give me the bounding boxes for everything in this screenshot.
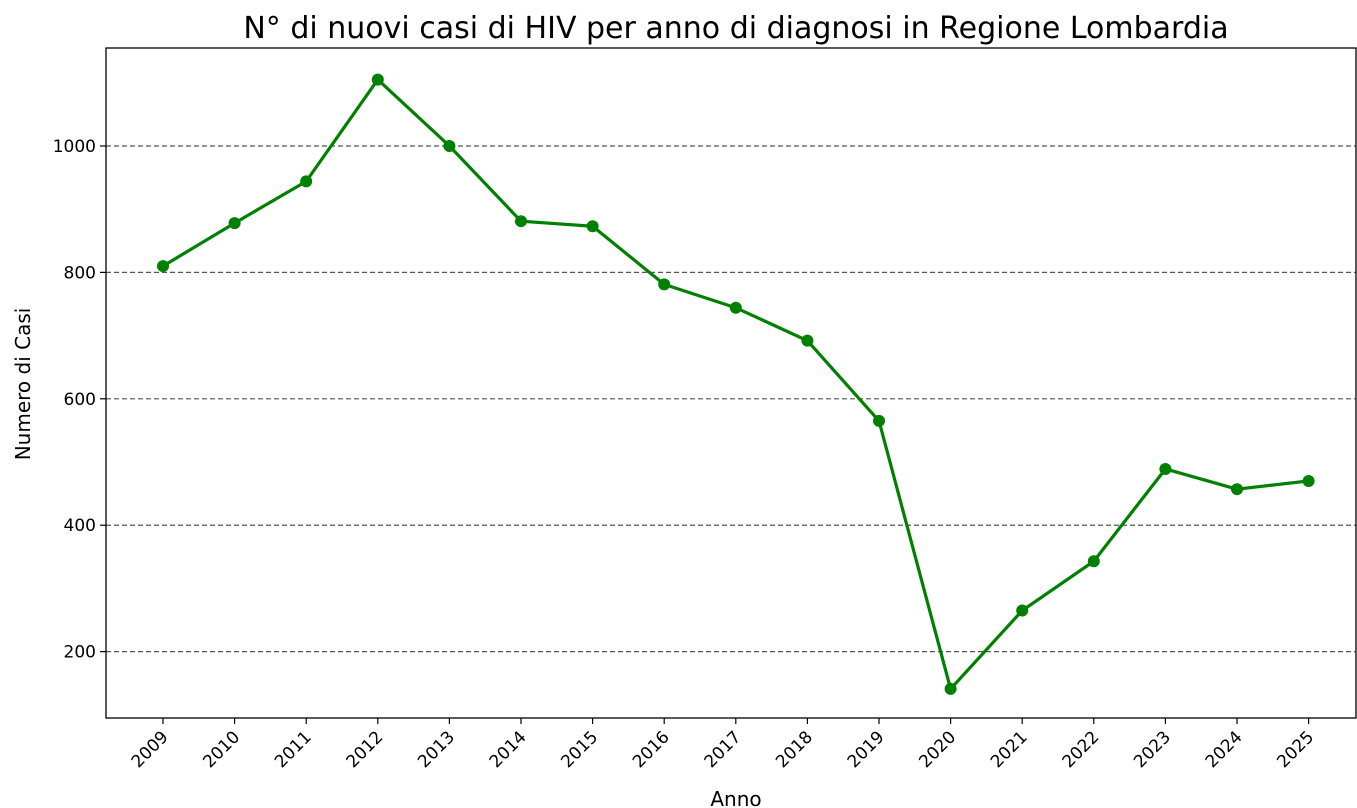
data-point: [1087, 555, 1100, 568]
data-point: [228, 217, 241, 230]
data-point: [300, 175, 313, 188]
x-axis-label: Anno: [710, 787, 761, 808]
y-tick-label: 800: [64, 263, 96, 283]
data-point: [801, 334, 814, 347]
x-tick-label: 2019: [844, 727, 889, 772]
data-point: [944, 682, 957, 695]
y-tick-label: 400: [64, 516, 96, 536]
data-point: [1159, 462, 1172, 475]
x-tick-label: 2025: [1273, 727, 1318, 772]
data-point: [515, 215, 527, 228]
x-tick-label: 2016: [629, 727, 674, 772]
x-tick-label: 2020: [915, 727, 960, 772]
plot-frame: [105, 47, 1357, 719]
data-point: [1231, 483, 1243, 496]
x-tick-label: 2015: [557, 727, 602, 772]
y-tick-label: 1000: [53, 137, 96, 157]
x-tick-label: 2021: [987, 727, 1032, 772]
x-tick-label: 2011: [271, 727, 316, 772]
data-point: [586, 220, 599, 233]
x-tick-label: 2010: [199, 727, 244, 772]
data-point: [873, 414, 885, 427]
chart-title: N° di nuovi casi di HIV per anno di diag…: [243, 11, 1228, 46]
x-tick-label: 2017: [701, 727, 746, 772]
x-tick-label: 2023: [1130, 727, 1175, 772]
x-tick-label: 2012: [343, 727, 388, 772]
x-tick-label: 2024: [1202, 727, 1247, 772]
y-tick-label: 600: [64, 390, 96, 410]
x-tick-label: 2009: [128, 727, 173, 772]
data-point: [1016, 604, 1029, 617]
data-point: [658, 278, 671, 291]
data-line: [162, 78, 1309, 691]
data-point: [1302, 474, 1315, 487]
y-axis-label: Numero di Casi: [11, 308, 35, 461]
data-point: [443, 139, 456, 152]
x-tick-label: 2022: [1059, 727, 1104, 772]
x-tick-label: 2018: [772, 727, 817, 772]
data-point: [371, 73, 384, 86]
y-tick-label: 200: [64, 643, 96, 663]
data-point: [729, 301, 742, 314]
data-point: [157, 260, 169, 273]
x-tick-label: 2013: [414, 727, 459, 772]
x-tick-label: 2014: [486, 727, 531, 772]
